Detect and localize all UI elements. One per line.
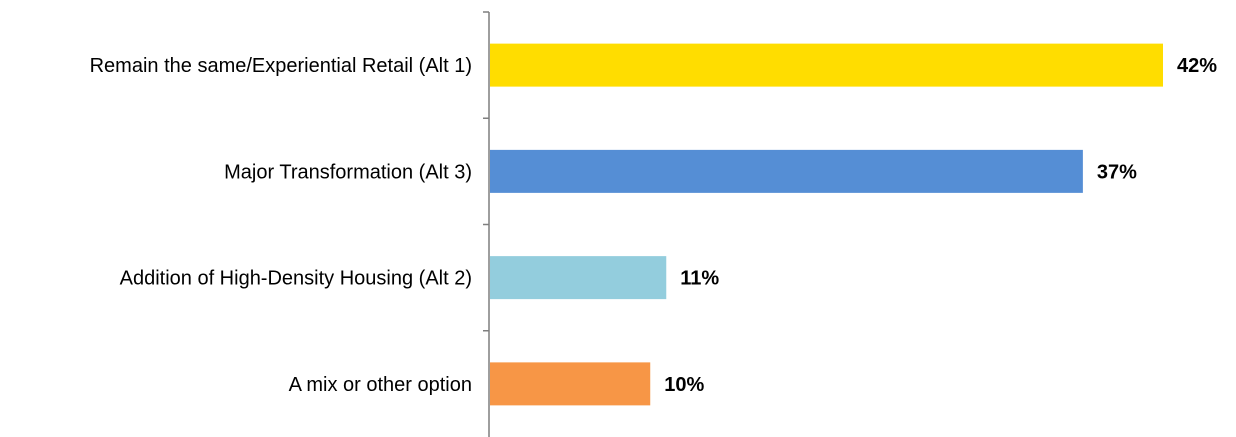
bar [490,149,1083,193]
category-label: Addition of High-Density Housing (Alt 2) [120,268,472,290]
category-label: A mix or other option [289,374,472,396]
axis [483,11,490,437]
bar [490,43,1163,87]
bar [490,256,667,300]
value-label: 42% [1177,55,1217,77]
value-label: 37% [1097,161,1137,183]
value-label: 11% [680,268,719,290]
category-label: Remain the same/Experiential Retail (Alt… [90,55,472,77]
bars [490,43,1163,406]
labels: Remain the same/Experiential Retail (Alt… [90,55,1218,396]
value-label: 10% [664,374,704,396]
category-label: Major Transformation (Alt 3) [224,161,472,183]
bar [490,362,651,406]
